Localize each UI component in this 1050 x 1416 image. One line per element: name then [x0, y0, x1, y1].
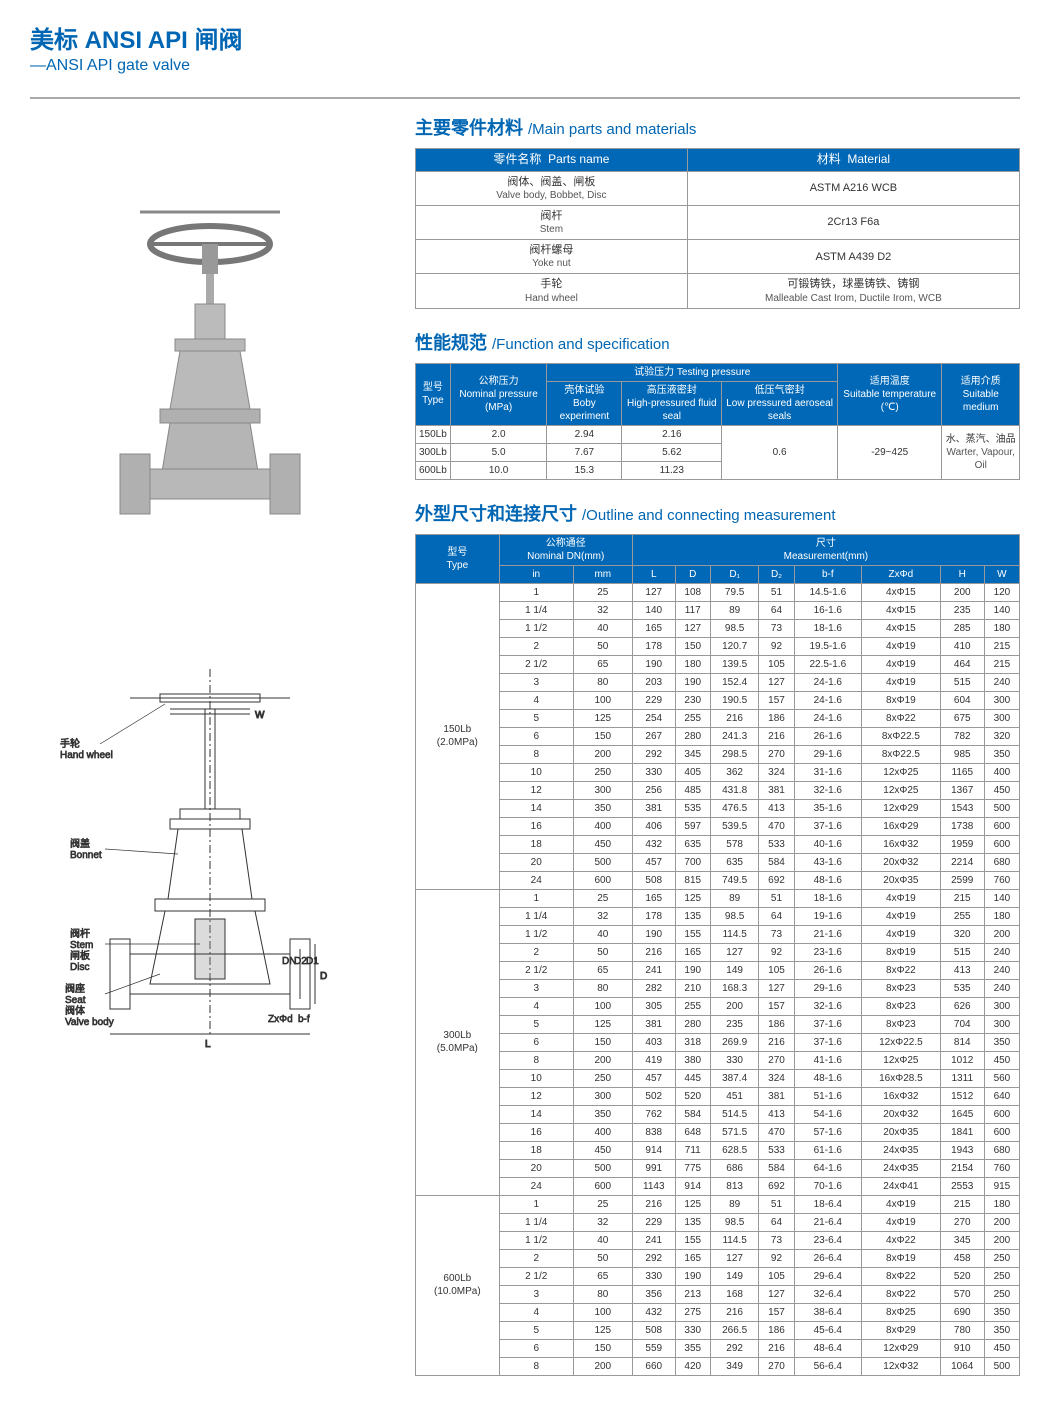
- page-title-cn: 美标 ANSI API 闸阀: [30, 20, 1020, 55]
- page-title-en: —ANSI API gate valve: [30, 57, 1020, 75]
- svg-text:Disc: Disc: [70, 962, 89, 973]
- dim-table: 型号Type 公称通径Nominal DN(mm) 尺寸Measurement(…: [415, 534, 1020, 1376]
- spec-table: 型号Type 公称压力Nominal pressure (MPa) 试验压力 T…: [415, 363, 1020, 480]
- parts-table: 零件名称 Parts name 材料 Material 阀体、阀盖、闸板Valv…: [415, 148, 1020, 309]
- svg-text:D: D: [320, 971, 327, 982]
- svg-text:Bonnet: Bonnet: [70, 850, 102, 861]
- svg-text:D1: D1: [306, 956, 319, 967]
- svg-text:阀杆: 阀杆: [70, 927, 90, 940]
- svg-text:Valve body: Valve body: [65, 1017, 114, 1028]
- valve-photo: [90, 174, 330, 534]
- svg-text:阀盖: 阀盖: [70, 837, 90, 850]
- parts-section-title: 主要零件材料 /Main parts and materials: [415, 114, 1020, 140]
- svg-text:ZxΦd: ZxΦd: [268, 1014, 293, 1025]
- svg-text:Stem: Stem: [70, 940, 93, 951]
- svg-text:闸板: 闸板: [70, 949, 90, 962]
- svg-text:L: L: [205, 1039, 211, 1050]
- svg-text:手轮: 手轮: [60, 737, 80, 750]
- svg-text:阀体: 阀体: [65, 1004, 85, 1017]
- svg-text:Hand wheel: Hand wheel: [60, 750, 113, 761]
- svg-text:Seat: Seat: [65, 995, 86, 1006]
- svg-text:阀座: 阀座: [65, 982, 85, 995]
- svg-text:b-f: b-f: [298, 1014, 310, 1025]
- valve-diagram: W L: [50, 654, 370, 1054]
- spec-section-title: 性能规范 /Function and specification: [415, 329, 1020, 355]
- dim-section-title: 外型尺寸和连接尺寸 /Outline and connecting measur…: [415, 500, 1020, 526]
- svg-text:W: W: [255, 710, 265, 721]
